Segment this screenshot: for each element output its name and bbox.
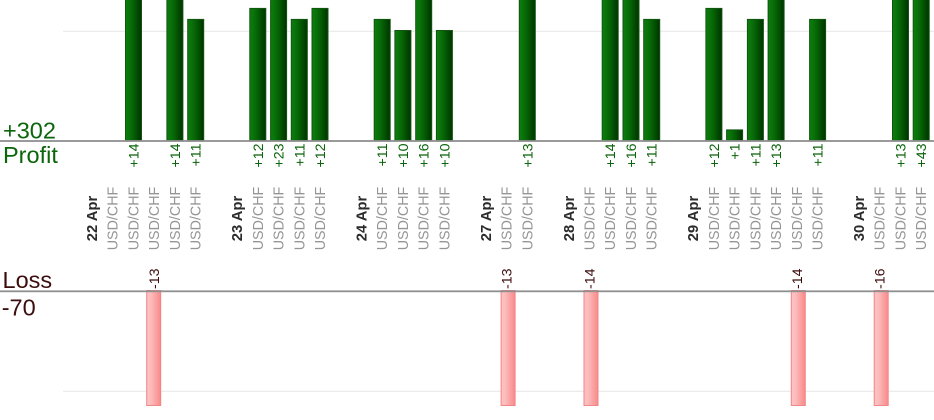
svg-text:USD/CHF: USD/CHF (417, 186, 433, 250)
svg-text:USD/CHF: USD/CHF (127, 186, 143, 250)
svg-text:+11: +11 (748, 143, 764, 166)
svg-text:USD/CHF: USD/CHF (873, 186, 889, 250)
svg-text:+16: +16 (417, 143, 433, 167)
svg-text:+11: +11 (189, 143, 205, 166)
svg-text:23 Apr: 23 Apr (230, 196, 246, 242)
svg-text:28 Apr: 28 Apr (562, 196, 578, 242)
svg-text:27 Apr: 27 Apr (479, 196, 495, 242)
svg-text:+14: +14 (603, 143, 619, 167)
svg-text:-13: -13 (500, 268, 516, 289)
svg-text:+13: +13 (520, 143, 536, 167)
svg-text:-14: -14 (583, 268, 599, 289)
svg-text:+23: +23 (272, 143, 288, 167)
svg-text:29 Apr: 29 Apr (686, 196, 702, 242)
svg-text:+11: +11 (645, 143, 661, 166)
svg-text:USD/CHF: USD/CHF (603, 186, 619, 250)
svg-text:USD/CHF: USD/CHF (168, 186, 184, 250)
svg-text:USD/CHF: USD/CHF (624, 186, 640, 250)
svg-text:+11: +11 (811, 143, 827, 166)
svg-text:USD/CHF: USD/CHF (313, 186, 329, 250)
svg-text:24 Apr: 24 Apr (355, 196, 371, 242)
svg-text:+11: +11 (375, 143, 391, 166)
svg-text:-16: -16 (873, 268, 889, 289)
svg-text:USD/CHF: USD/CHF (707, 186, 723, 250)
svg-text:USD/CHF: USD/CHF (500, 186, 516, 250)
svg-text:USD/CHF: USD/CHF (790, 186, 806, 250)
svg-text:USD/CHF: USD/CHF (106, 186, 122, 250)
svg-text:+10: +10 (437, 143, 453, 167)
svg-text:Profit: Profit (3, 142, 58, 168)
svg-text:+14: +14 (127, 143, 143, 167)
svg-text:USD/CHF: USD/CHF (583, 186, 599, 250)
svg-text:USD/CHF: USD/CHF (520, 186, 536, 250)
svg-text:USD/CHF: USD/CHF (769, 186, 785, 250)
svg-text:USD/CHF: USD/CHF (645, 186, 661, 250)
svg-text:22 Apr: 22 Apr (85, 196, 101, 242)
svg-text:USD/CHF: USD/CHF (811, 186, 827, 250)
svg-text:-70: -70 (2, 294, 36, 320)
svg-text:+302: +302 (3, 118, 56, 144)
svg-text:30 Apr: 30 Apr (852, 196, 868, 242)
svg-text:USD/CHF: USD/CHF (437, 186, 453, 250)
svg-text:+43: +43 (914, 143, 930, 167)
svg-text:+11: +11 (292, 143, 308, 166)
svg-text:-13: -13 (147, 268, 163, 289)
svg-text:USD/CHF: USD/CHF (189, 186, 205, 250)
svg-text:+12: +12 (707, 143, 723, 167)
svg-text:+12: +12 (251, 143, 267, 167)
svg-text:Loss: Loss (3, 267, 53, 293)
svg-text:USD/CHF: USD/CHF (748, 186, 764, 250)
svg-text:+1: +1 (728, 143, 744, 159)
svg-text:USD/CHF: USD/CHF (375, 186, 391, 250)
svg-text:USD/CHF: USD/CHF (251, 186, 267, 250)
svg-text:USD/CHF: USD/CHF (396, 186, 412, 250)
svg-text:+10: +10 (396, 143, 412, 167)
svg-text:+13: +13 (894, 143, 910, 167)
svg-text:USD/CHF: USD/CHF (728, 186, 744, 250)
svg-text:+14: +14 (168, 143, 184, 167)
svg-text:USD/CHF: USD/CHF (914, 186, 930, 250)
svg-text:+13: +13 (769, 143, 785, 167)
svg-text:USD/CHF: USD/CHF (147, 186, 163, 250)
svg-text:+12: +12 (313, 143, 329, 167)
svg-text:USD/CHF: USD/CHF (292, 186, 308, 250)
svg-text:-14: -14 (790, 268, 806, 289)
svg-text:USD/CHF: USD/CHF (272, 186, 288, 250)
svg-text:+16: +16 (624, 143, 640, 167)
svg-text:USD/CHF: USD/CHF (894, 186, 910, 250)
